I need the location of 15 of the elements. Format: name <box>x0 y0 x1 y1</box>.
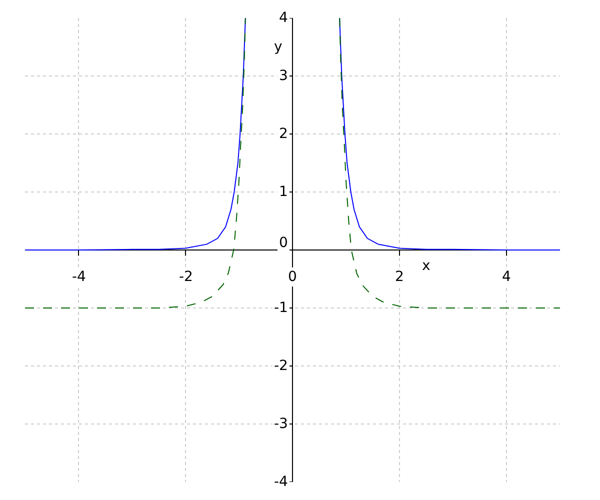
y-tick-label: -1 <box>274 300 288 316</box>
y-tick-label: 0 <box>279 235 288 251</box>
x-tick-label: 2 <box>395 269 404 285</box>
x-tick-label: 4 <box>502 269 511 285</box>
y-tick-label: -2 <box>274 358 288 374</box>
y-tick-label: 3 <box>279 68 288 84</box>
y-tick-label: 2 <box>279 126 288 142</box>
y-tick-label: -4 <box>274 474 288 490</box>
x-tick-label: -4 <box>72 269 86 285</box>
x-axis-title: x <box>422 258 430 274</box>
x-tick-label: -2 <box>179 269 193 285</box>
y-tick-label: -3 <box>274 416 288 432</box>
y-axis-title: y <box>274 39 282 55</box>
y-tick-label: 4 <box>279 10 288 26</box>
y-tick-label: 1 <box>279 184 288 200</box>
